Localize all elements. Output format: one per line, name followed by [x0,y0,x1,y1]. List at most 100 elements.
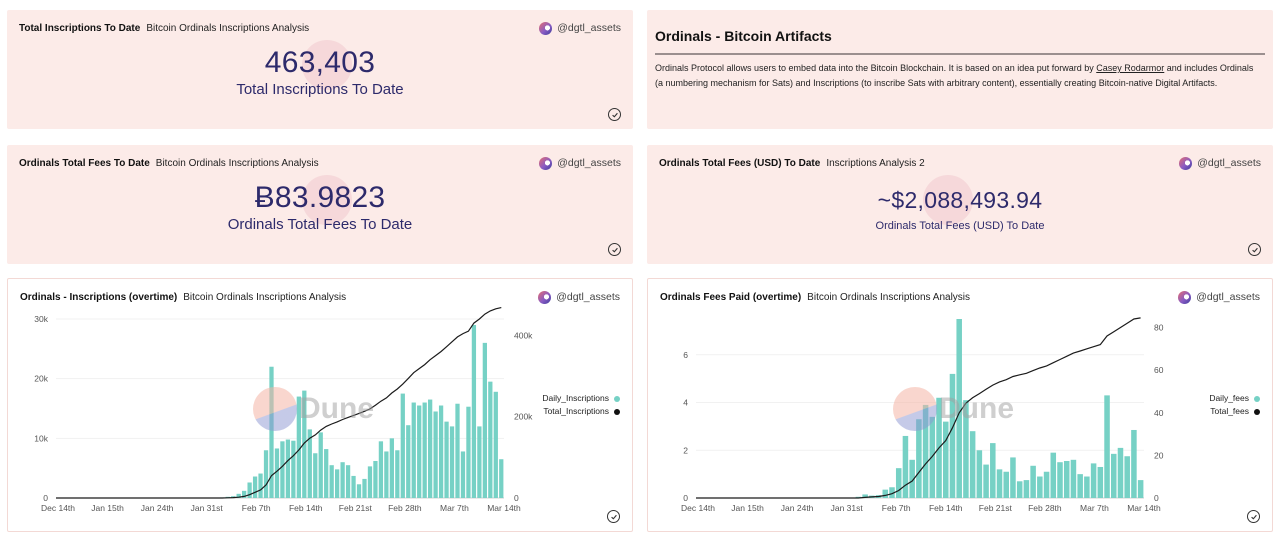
check-circle-icon[interactable] [607,510,620,523]
bar[interactable] [895,468,902,498]
bar[interactable] [996,469,1003,498]
bar[interactable] [263,450,269,498]
bar[interactable] [395,450,400,498]
bar[interactable] [976,450,983,498]
bar[interactable] [909,459,915,498]
bar[interactable] [943,421,949,498]
bar[interactable] [1111,453,1117,498]
bar[interactable] [1090,463,1097,498]
bar[interactable] [1030,465,1036,498]
bar[interactable] [1124,456,1130,498]
bar[interactable] [351,475,356,498]
total-line[interactable] [56,307,502,499]
bar[interactable] [1057,462,1063,498]
legend-item-daily-inscriptions[interactable]: Daily_Inscriptions [542,392,620,405]
bar[interactable] [499,459,504,498]
bar[interactable] [956,319,962,498]
legend-item-total-inscriptions[interactable]: Total_Inscriptions [542,405,620,418]
bar[interactable] [367,466,373,498]
bar[interactable] [236,493,241,498]
bar[interactable] [1050,452,1057,498]
bar[interactable] [400,393,405,498]
author-link[interactable]: @dgtl_assets [539,21,621,35]
card-title[interactable]: Ordinals Fees Paid (overtime) [660,291,802,303]
bar[interactable] [291,440,296,498]
bar[interactable] [493,391,498,498]
bar[interactable] [1010,457,1016,498]
bar[interactable] [1037,476,1043,498]
bar[interactable] [411,402,416,498]
bar[interactable] [438,405,444,498]
bar[interactable] [1016,481,1023,498]
bar[interactable] [889,487,895,498]
bar[interactable] [428,399,433,498]
legend-item-daily-fees[interactable]: Daily_fees [1209,392,1260,405]
bar[interactable] [274,448,280,498]
bar[interactable] [345,465,351,498]
check-circle-icon[interactable] [608,108,621,121]
bar[interactable] [1070,459,1077,498]
bar[interactable] [1131,429,1137,498]
bar[interactable] [1104,395,1110,498]
bar[interactable] [242,490,247,498]
bar[interactable] [477,426,482,498]
author-link[interactable]: @dgtl_assets [1179,156,1261,170]
bar[interactable] [340,462,345,498]
card-title[interactable]: Ordinals Total Fees (USD) To Date [659,157,821,169]
card-title[interactable]: Ordinals - Inscriptions (overtime) [20,291,178,303]
bar[interactable] [356,484,362,498]
bar[interactable] [269,366,274,498]
bar[interactable] [1023,480,1030,498]
bar[interactable] [285,439,291,498]
card-subtitle[interactable]: Bitcoin Ordinals Inscriptions Analysis [183,291,347,303]
bar[interactable] [902,435,909,498]
card-subtitle[interactable]: Bitcoin Ordinals Inscriptions Analysis [155,157,319,169]
bar[interactable] [318,432,323,498]
bar[interactable] [862,494,868,498]
card-subtitle[interactable]: Inscriptions Analysis 2 [826,157,925,169]
author-link[interactable]: @dgtl_assets [539,156,621,170]
bar[interactable] [1003,471,1009,498]
bar[interactable] [949,373,956,498]
bar[interactable] [258,473,263,498]
card-subtitle[interactable]: Bitcoin Ordinals Inscriptions Analysis [146,22,310,34]
bar[interactable] [449,426,455,498]
bar[interactable] [335,469,340,498]
bar[interactable] [422,402,427,498]
author-link[interactable]: @dgtl_assets [538,290,620,304]
bar[interactable] [969,431,976,498]
bar[interactable] [302,390,307,498]
bar[interactable] [882,489,889,498]
author-link[interactable]: @dgtl_assets [1178,290,1260,304]
bar[interactable] [466,406,471,498]
bar[interactable] [378,441,384,498]
bar[interactable] [1043,471,1050,498]
bar[interactable] [1063,461,1070,498]
bar[interactable] [252,476,258,498]
bar[interactable] [916,419,922,498]
legend-item-total-fees[interactable]: Total_fees [1209,405,1260,418]
bar[interactable] [990,443,996,498]
bar[interactable] [460,451,466,498]
bar[interactable] [247,482,252,498]
bar[interactable] [1097,466,1104,498]
casey-rodarmor-link[interactable]: Casey Rodarmor [1096,63,1165,73]
bar[interactable] [922,404,929,498]
bar[interactable] [313,453,318,498]
bar[interactable] [307,429,312,498]
card-subtitle[interactable]: Bitcoin Ordinals Inscriptions Analysis [807,291,971,303]
check-circle-icon[interactable] [608,243,621,256]
bar[interactable] [488,381,493,498]
bar[interactable] [444,421,449,498]
check-circle-icon[interactable] [1247,510,1260,523]
bar[interactable] [929,416,936,498]
bar[interactable] [417,405,422,498]
inscriptions-chart[interactable]: 0 10k 20k 30k 0 200k 400k Dec 14th Jan 15th Jan 2… [8,279,634,533]
bar[interactable] [983,464,989,498]
bar[interactable] [324,449,329,498]
bar[interactable] [471,324,477,498]
total-line[interactable] [696,317,1141,499]
bar[interactable] [1137,480,1144,498]
bar[interactable] [1117,447,1124,498]
